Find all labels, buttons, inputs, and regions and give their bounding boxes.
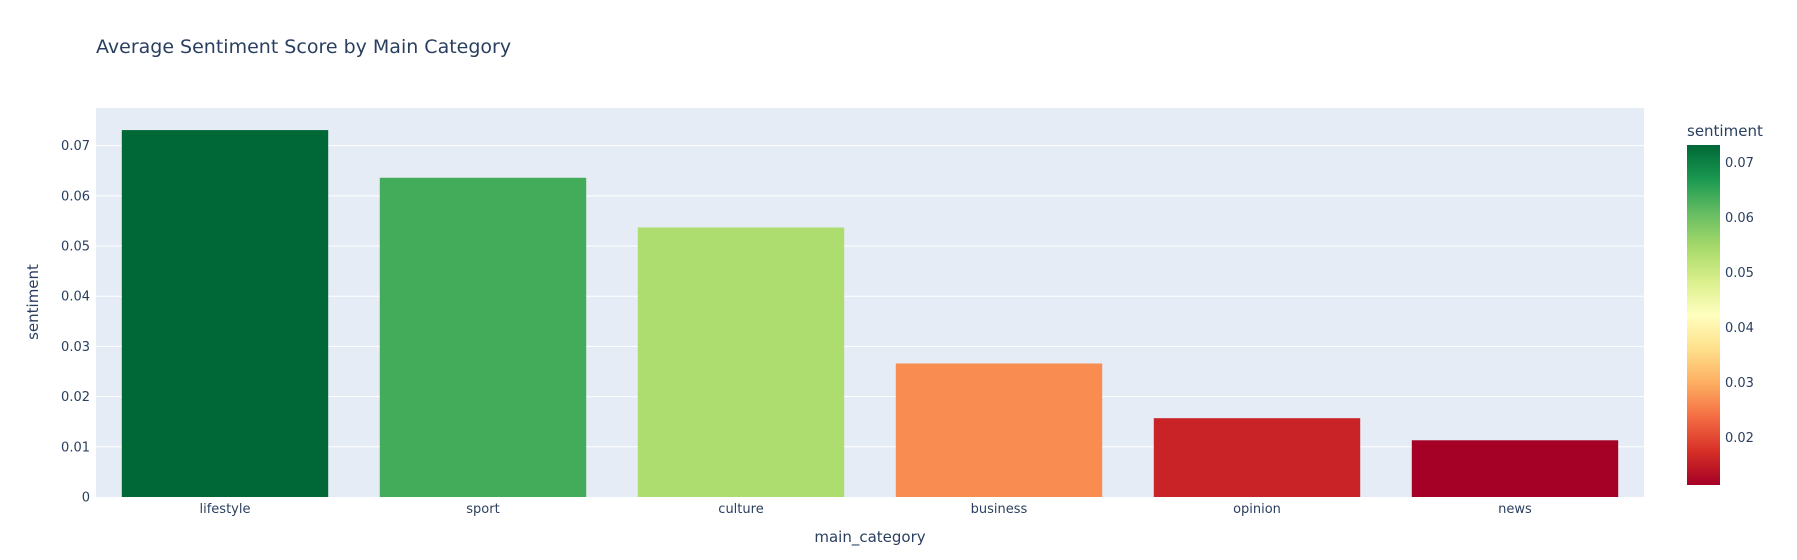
y-tick-label: 0.01	[61, 440, 90, 455]
gridlines	[96, 145, 1644, 448]
colorbar-tick-label: 0.07	[1725, 156, 1754, 171]
bar-opinion	[1153, 418, 1361, 497]
colorbar: sentiment 0.02 0.03 0.04 0.05 0.06 0.07	[1687, 122, 1763, 485]
colorbar-title: sentiment	[1687, 122, 1763, 140]
y-tick-label: 0	[82, 491, 90, 506]
x-axis-title: main_category	[814, 528, 925, 547]
x-tick-label: business	[971, 502, 1028, 517]
x-tick-label: sport	[466, 502, 499, 517]
y-tick-label: 0.05	[61, 240, 90, 255]
x-tick-label: opinion	[1233, 502, 1281, 517]
bar-news	[1411, 440, 1619, 497]
colorbar-gradient	[1687, 145, 1720, 485]
chart-title: Average Sentiment Score by Main Category	[96, 36, 511, 58]
colorbar-tick-label: 0.04	[1725, 321, 1754, 336]
colorbar-tick-label: 0.03	[1725, 376, 1754, 391]
bar-sport	[379, 177, 587, 497]
colorbar-tick-label: 0.05	[1725, 266, 1754, 281]
y-tick-label: 0.03	[61, 340, 90, 355]
colorbar-tick-label: 0.06	[1725, 211, 1754, 226]
x-tick-label: news	[1498, 502, 1532, 517]
y-axis-title: sentiment	[24, 264, 42, 340]
y-axis-ticks: 0 0.01 0.02 0.03 0.04 0.05 0.06 0.07	[61, 139, 90, 505]
plot-area	[96, 108, 1644, 497]
y-tick-label: 0.02	[61, 390, 90, 405]
y-tick-label: 0.04	[61, 290, 90, 305]
x-tick-label: culture	[718, 502, 763, 517]
bar-culture	[637, 227, 845, 498]
colorbar-tick-label: 0.02	[1725, 431, 1754, 446]
bar-business	[895, 363, 1103, 497]
y-tick-label: 0.06	[61, 189, 90, 204]
bar-lifestyle	[121, 130, 329, 498]
bars	[121, 130, 1619, 498]
colorbar-ticks: 0.02 0.03 0.04 0.05 0.06 0.07	[1725, 156, 1754, 446]
x-tick-label: lifestyle	[200, 502, 251, 517]
y-tick-label: 0.07	[61, 139, 90, 154]
x-axis-ticks: lifestyle sport culture business opinion news	[200, 502, 1533, 517]
